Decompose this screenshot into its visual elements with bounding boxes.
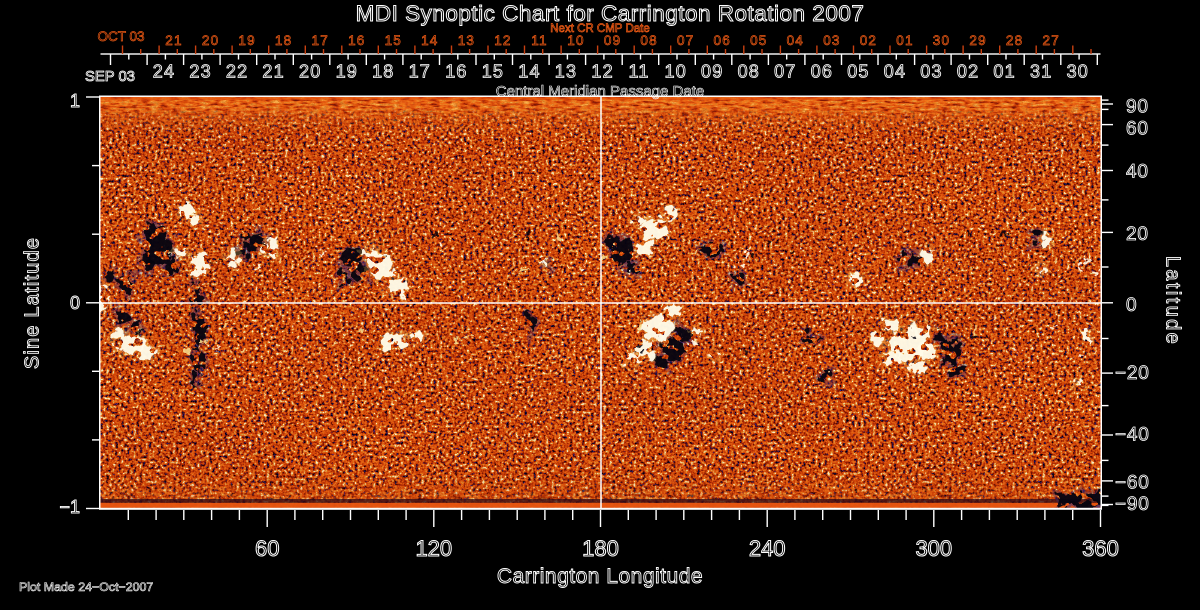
svg-text:−40: −40 [1115,425,1150,446]
svg-text:Next CR CMP Date: Next CR CMP Date [550,23,649,35]
svg-text:13: 13 [555,62,577,82]
svg-text:17: 17 [311,33,328,48]
svg-text:Latitude: Latitude [1162,256,1184,346]
svg-text:OCT 03: OCT 03 [97,29,144,44]
svg-text:90: 90 [1126,97,1149,118]
svg-text:40: 40 [1126,162,1149,183]
svg-text:08: 08 [640,33,657,48]
svg-text:03: 03 [920,62,942,82]
svg-text:27: 27 [1042,33,1059,48]
svg-text:09: 09 [604,33,621,48]
svg-text:14: 14 [421,33,438,48]
svg-text:−20: −20 [1115,363,1150,384]
svg-text:Plot Made 24−Oct−2007: Plot Made 24−Oct−2007 [19,580,153,594]
svg-text:−60: −60 [1115,473,1150,494]
svg-text:−1: −1 [59,497,80,517]
svg-text:06: 06 [713,33,730,48]
svg-text:31: 31 [1030,62,1052,82]
svg-text:07: 07 [677,33,694,48]
svg-text:Central Meridian Passage Date: Central Meridian Passage Date [496,83,704,100]
svg-text:12: 12 [591,62,613,82]
svg-text:09: 09 [701,62,723,82]
svg-text:21: 21 [262,62,284,82]
svg-text:16: 16 [445,62,467,82]
svg-text:05: 05 [847,62,869,82]
svg-text:30: 30 [933,33,950,48]
svg-text:28: 28 [1006,33,1023,48]
svg-text:06: 06 [811,62,833,82]
svg-text:21: 21 [165,33,182,48]
svg-text:23: 23 [189,62,211,82]
svg-text:08: 08 [738,62,760,82]
svg-text:MDI Synoptic Chart for Carring: MDI Synoptic Chart for Carrington Rotati… [356,1,865,26]
svg-text:30: 30 [1067,62,1089,82]
svg-text:07: 07 [774,62,796,82]
svg-text:10: 10 [567,33,584,48]
svg-text:24: 24 [153,62,175,82]
svg-text:360: 360 [1082,536,1119,561]
svg-text:03: 03 [823,33,840,48]
svg-text:29: 29 [969,33,986,48]
svg-text:02: 02 [860,33,877,48]
svg-text:60: 60 [1126,119,1149,140]
svg-text:16: 16 [348,33,365,48]
svg-text:60: 60 [255,536,279,561]
svg-text:20: 20 [299,62,321,82]
svg-text:300: 300 [915,536,952,561]
svg-text:13: 13 [458,33,475,48]
svg-text:SEP 03: SEP 03 [85,69,135,85]
svg-text:15: 15 [482,62,504,82]
svg-text:14: 14 [518,62,540,82]
svg-text:01: 01 [896,33,913,48]
svg-text:Carrington Longitude: Carrington Longitude [497,565,703,588]
svg-text:19: 19 [336,62,358,82]
svg-text:04: 04 [787,33,804,48]
svg-text:18: 18 [275,33,292,48]
svg-text:0: 0 [1126,295,1137,316]
svg-text:20: 20 [1126,224,1149,245]
svg-text:0: 0 [70,293,80,313]
svg-text:22: 22 [226,62,248,82]
svg-text:20: 20 [202,33,219,48]
svg-text:10: 10 [664,62,686,82]
svg-text:12: 12 [494,33,511,48]
svg-text:−90: −90 [1115,494,1150,515]
svg-text:04: 04 [884,62,906,82]
svg-text:180: 180 [582,536,619,561]
svg-text:15: 15 [385,33,402,48]
svg-text:11: 11 [531,33,547,48]
svg-text:01: 01 [993,62,1015,82]
svg-text:1: 1 [70,91,80,111]
svg-text:05: 05 [750,33,767,48]
svg-text:240: 240 [749,536,786,561]
svg-text:02: 02 [957,62,979,82]
svg-text:17: 17 [409,62,431,82]
svg-text:19: 19 [238,33,255,48]
svg-text:Sine Latitude: Sine Latitude [22,237,44,369]
svg-text:11: 11 [629,62,650,82]
svg-text:18: 18 [372,62,394,82]
svg-text:120: 120 [415,536,452,561]
